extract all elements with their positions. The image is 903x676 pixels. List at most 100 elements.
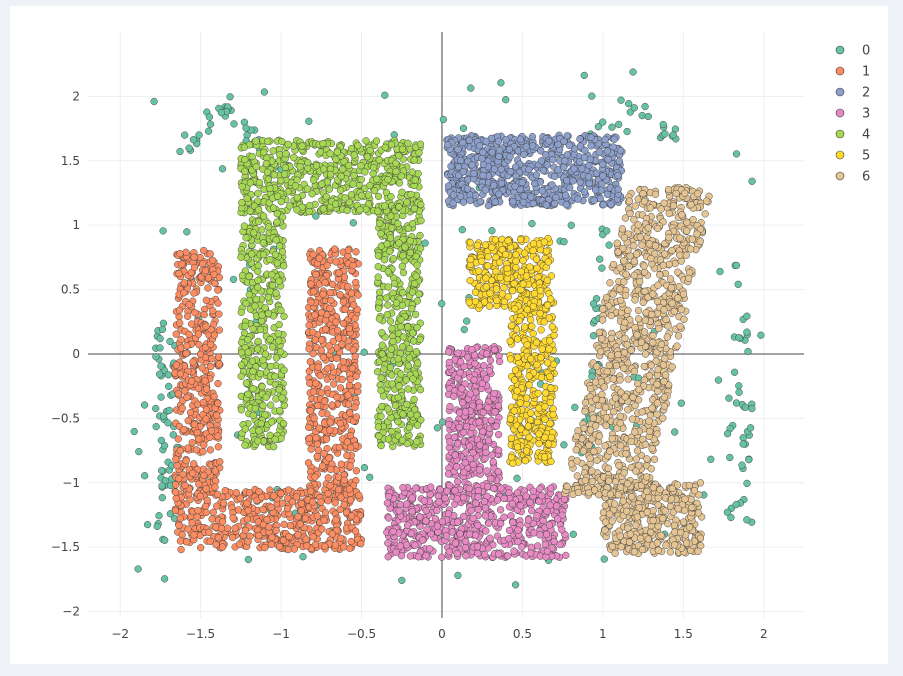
point-series-3 (468, 345, 476, 354)
point-series-4 (377, 374, 385, 382)
point-series-4 (253, 345, 262, 353)
point-series-4 (322, 193, 331, 201)
point-series-2 (472, 191, 480, 200)
point-series-4 (402, 376, 410, 384)
point-series-1 (357, 540, 365, 548)
point-series-1 (176, 319, 184, 327)
point-series-3 (543, 507, 551, 515)
point-series-4 (240, 222, 249, 230)
point-series-4 (391, 401, 400, 410)
point-series-4 (381, 143, 389, 151)
point-series-1 (267, 503, 275, 511)
point-series-4 (398, 262, 406, 270)
point-series-2 (481, 186, 490, 194)
point-series-1 (199, 398, 207, 407)
point-series-4 (413, 421, 422, 429)
point-series-1 (355, 491, 363, 499)
point-series-3 (476, 441, 484, 449)
point-series-2 (552, 193, 560, 202)
point-series-2 (494, 137, 503, 145)
point-series-0 (735, 382, 743, 390)
point-series-1 (194, 330, 203, 338)
point-series-0 (181, 131, 189, 139)
point-series-4 (298, 142, 306, 150)
point-series-1 (344, 400, 353, 408)
point-series-1 (181, 481, 189, 490)
point-series-1 (198, 364, 206, 372)
point-series-4 (376, 288, 384, 296)
point-series-4 (242, 299, 250, 308)
point-series-1 (301, 514, 310, 522)
point-series-2 (528, 133, 537, 141)
point-series-0 (677, 399, 685, 407)
point-series-4 (378, 341, 386, 349)
point-series-0 (630, 104, 638, 112)
point-series-0 (617, 96, 625, 104)
point-series-0 (169, 431, 177, 439)
point-series-3 (490, 389, 498, 398)
point-series-3 (451, 487, 459, 495)
point-series-1 (185, 301, 193, 309)
point-series-1 (288, 498, 297, 506)
point-series-1 (219, 499, 228, 507)
point-series-3 (444, 348, 453, 356)
point-series-1 (268, 533, 276, 541)
point-series-0 (205, 113, 214, 121)
point-series-4 (242, 379, 251, 387)
point-series-1 (346, 496, 355, 504)
point-series-3 (497, 519, 505, 528)
point-series-1 (172, 330, 180, 338)
point-series-0 (730, 368, 739, 376)
point-series-4 (404, 385, 412, 393)
point-series-1 (200, 246, 208, 255)
point-series-0 (497, 79, 505, 87)
point-series-1 (331, 499, 339, 507)
point-series-4 (388, 427, 396, 436)
point-series-1 (310, 414, 318, 422)
point-series-4 (258, 382, 266, 391)
point-series-3 (471, 359, 479, 368)
point-series-4 (266, 287, 274, 296)
point-series-1 (351, 314, 359, 323)
point-series-1 (209, 508, 217, 516)
point-series-1 (350, 301, 358, 309)
point-series-1 (306, 487, 315, 495)
point-series-3 (461, 408, 470, 416)
point-series-2 (545, 137, 553, 145)
point-series-1 (347, 512, 356, 520)
point-series-1 (337, 534, 345, 542)
point-series-3 (538, 492, 546, 500)
point-series-4 (326, 150, 334, 158)
point-series-1 (280, 520, 288, 529)
point-series-0 (166, 337, 174, 346)
point-series-1 (314, 363, 322, 371)
point-series-4 (417, 200, 425, 209)
point-series-0 (153, 522, 161, 531)
point-series-3 (541, 540, 550, 549)
point-series-1 (174, 435, 182, 443)
point-series-3 (445, 358, 453, 367)
point-series-1 (285, 532, 293, 541)
point-series-0 (438, 418, 447, 426)
point-series-0 (135, 447, 143, 456)
point-series-3 (529, 487, 537, 495)
point-series-4 (399, 251, 407, 260)
point-series-1 (345, 324, 353, 333)
point-series-1 (312, 379, 320, 387)
point-series-1 (340, 501, 348, 509)
point-series-3 (482, 527, 490, 535)
point-series-1 (311, 473, 319, 481)
point-series-1 (215, 360, 223, 368)
point-series-4 (275, 337, 283, 345)
point-series-1 (333, 326, 342, 335)
point-series-0 (738, 461, 746, 469)
point-series-4 (375, 432, 383, 440)
point-series-0 (605, 241, 613, 249)
point-series-0 (161, 536, 169, 544)
point-series-1 (200, 311, 208, 319)
point-series-2 (468, 161, 476, 169)
point-series-4 (392, 159, 400, 167)
point-series-1 (340, 543, 348, 551)
point-series-1 (180, 279, 188, 287)
point-series-4 (415, 149, 423, 157)
